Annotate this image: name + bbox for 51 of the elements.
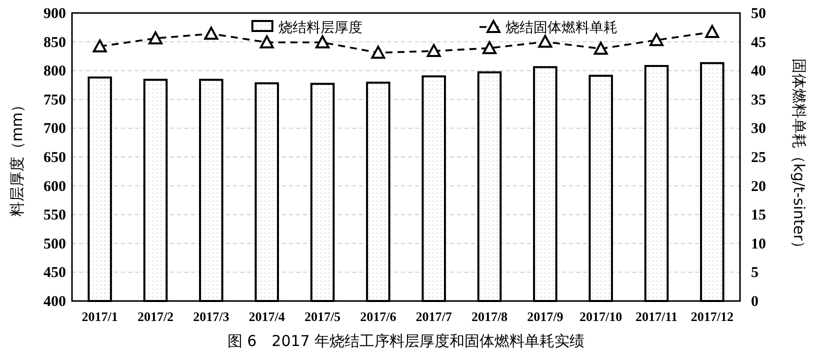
legend-label: 烧结固体燃料单耗	[505, 20, 618, 36]
point	[260, 35, 274, 48]
y-tick-label: 450	[44, 265, 66, 282]
y-tick-label: 400	[44, 294, 66, 310]
x-tick-label: 2017/5	[304, 309, 342, 324]
point	[204, 26, 218, 40]
y2-tick-label: 30	[751, 121, 766, 138]
y-tick-label: 900	[44, 6, 66, 22]
x-tick-label: 2017/4	[248, 309, 286, 324]
y-tick-label: 600	[44, 178, 66, 195]
y2-tick-label: 5	[751, 265, 758, 282]
y-tick-label: 700	[44, 121, 66, 138]
y2-tick-label: 15	[751, 208, 766, 224]
point	[482, 41, 496, 54]
x-tick-label: 2017/9	[527, 309, 564, 324]
y2-tick-label: 10	[751, 236, 766, 252]
y-tick-label: 800	[44, 64, 66, 80]
point	[371, 46, 386, 59]
point	[148, 31, 162, 44]
point	[594, 42, 608, 55]
y-axis-title: 料层厚度（mm）	[8, 97, 26, 217]
y2-tick-label: 0	[751, 294, 758, 310]
y2-tick-label: 45	[751, 34, 766, 51]
y2-tick-label: 25	[751, 150, 766, 166]
point	[705, 25, 720, 38]
x-tick-label: 2017/3	[193, 309, 230, 324]
y2-tick-label: 50	[751, 6, 766, 22]
y2-tick-label: 20	[751, 178, 766, 195]
x-tick-label: 2017/11	[636, 309, 678, 324]
point	[316, 35, 330, 48]
x-tick-label: 2017/8	[471, 309, 508, 324]
y-tick-label: 850	[44, 34, 66, 51]
x-tick-label: 2017/7	[416, 309, 452, 324]
x-tick-label: 2017/2	[137, 309, 174, 324]
y2-tick-label: 40	[751, 64, 766, 80]
y-tick-label: 650	[44, 150, 66, 166]
y-tick-label: 500	[44, 236, 66, 252]
x-tick-label: 2017/10	[580, 309, 622, 324]
y2-tick-label: 35	[751, 92, 766, 108]
point	[650, 33, 664, 46]
legend-label: 烧结料层厚度	[278, 20, 362, 36]
x-tick-label: 2017/12	[690, 309, 734, 324]
x-tick-label: 2017/1	[82, 309, 118, 324]
caption: 图 6 2017 年烧结工序料层厚度和固体燃料单耗实绩	[227, 332, 585, 350]
point	[426, 44, 441, 58]
y-tick-label: 550	[44, 208, 66, 224]
point	[92, 39, 107, 52]
x-tick-label: 2017/6	[360, 309, 397, 324]
y2-axis-title: 固体燃料单耗（kg/t-sinter）	[790, 58, 808, 256]
y-tick-label: 750	[44, 92, 66, 108]
point	[538, 34, 552, 48]
